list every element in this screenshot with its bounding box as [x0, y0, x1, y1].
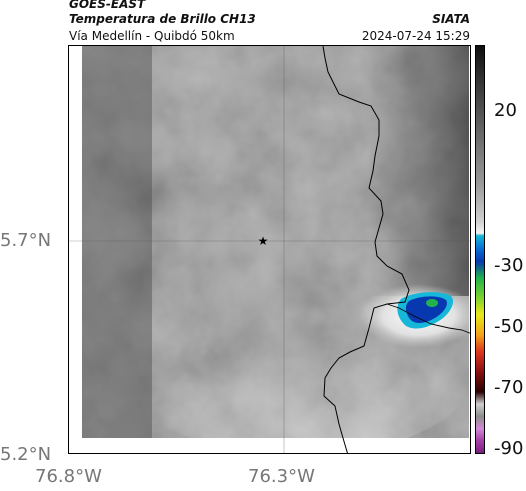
region-label: Vía Medellín - Quibdó 50km [69, 29, 235, 43]
satellite-map[interactable]: ★ [68, 45, 471, 454]
colorbar-label-minus70: -70 [494, 377, 524, 398]
lat-label-5.2: 5.2°N [0, 444, 52, 465]
municipal-boundary [386, 303, 470, 334]
department-boundary [322, 46, 410, 453]
lon-label-76.3: 76.3°W [248, 466, 315, 487]
temperature-colorbar [475, 45, 485, 454]
product-title: GOES-EAST [69, 0, 146, 11]
star-icon: ★ [258, 234, 269, 248]
map-canvas: ★ [69, 46, 470, 453]
lon-label-76.8: 76.8°W [35, 466, 102, 487]
lat-label-5.7: 5.7°N [0, 230, 52, 251]
storm-overshoot [426, 299, 438, 307]
product-subtitle: Temperatura de Brillo CH13 [69, 12, 256, 26]
imagery-clear-east [369, 46, 469, 296]
colorbar-label-minus30: -30 [494, 255, 524, 276]
colorbar-label-20: 20 [494, 100, 517, 121]
agency-label: SIATA [432, 12, 470, 26]
colorbar-label-minus50: -50 [494, 316, 524, 337]
datetime-label: 2024-07-24 15:29 [361, 29, 470, 43]
colorbar-label-minus90: -90 [494, 438, 524, 459]
